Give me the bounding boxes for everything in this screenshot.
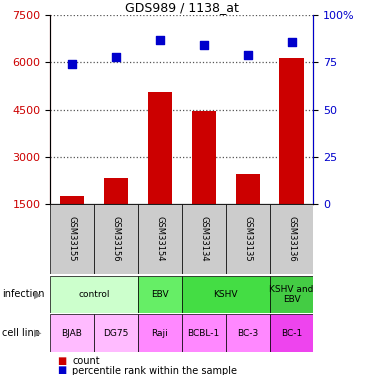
Point	[289, 39, 295, 45]
Text: ■: ■	[58, 366, 67, 375]
Point	[245, 52, 251, 58]
Bar	[182, 314, 226, 352]
Text: BC-1: BC-1	[281, 328, 302, 338]
Point	[157, 37, 163, 43]
Bar	[94, 314, 138, 352]
Text: BJAB: BJAB	[62, 328, 82, 338]
Text: KSHV and
EBV: KSHV and EBV	[269, 285, 314, 304]
Bar	[226, 314, 270, 352]
Text: BC-3: BC-3	[237, 328, 258, 338]
Bar	[279, 58, 303, 204]
Text: count: count	[72, 356, 100, 366]
Bar	[50, 204, 94, 274]
Bar	[148, 92, 172, 204]
Bar	[50, 276, 138, 313]
Text: GSM33155: GSM33155	[68, 216, 76, 262]
Text: ▶: ▶	[34, 328, 42, 338]
Bar	[138, 276, 182, 313]
Text: DG75: DG75	[103, 328, 129, 338]
Text: ▶: ▶	[34, 290, 42, 299]
Text: GSM33136: GSM33136	[287, 216, 296, 262]
Text: ■: ■	[58, 356, 67, 366]
Text: EBV: EBV	[151, 290, 169, 299]
Bar	[138, 204, 182, 274]
Title: GDS989 / 1138_at: GDS989 / 1138_at	[125, 1, 239, 14]
Text: BCBL-1: BCBL-1	[188, 328, 220, 338]
Text: GSM33156: GSM33156	[111, 216, 121, 262]
Bar	[50, 314, 94, 352]
Bar	[226, 204, 270, 274]
Bar	[270, 314, 313, 352]
Point	[201, 42, 207, 48]
Bar	[270, 204, 313, 274]
Text: Raji: Raji	[151, 328, 168, 338]
Text: GSM33134: GSM33134	[199, 216, 208, 262]
Bar	[104, 177, 128, 204]
Bar	[182, 276, 270, 313]
Point	[69, 61, 75, 67]
Text: infection: infection	[2, 290, 45, 299]
Point	[113, 54, 119, 60]
Bar	[94, 204, 138, 274]
Bar	[60, 196, 84, 204]
Bar	[192, 111, 216, 204]
Text: control: control	[78, 290, 110, 299]
Text: GSM33135: GSM33135	[243, 216, 252, 262]
Bar	[236, 174, 260, 204]
Bar	[270, 276, 313, 313]
Bar	[138, 314, 182, 352]
Text: GSM33154: GSM33154	[155, 216, 164, 262]
Text: percentile rank within the sample: percentile rank within the sample	[72, 366, 237, 375]
Text: cell line: cell line	[2, 328, 40, 338]
Bar	[182, 204, 226, 274]
Text: KSHV: KSHV	[213, 290, 238, 299]
